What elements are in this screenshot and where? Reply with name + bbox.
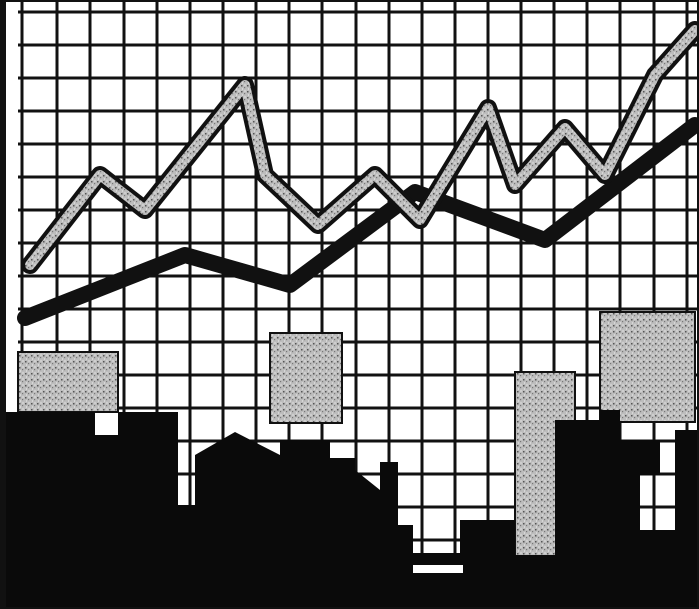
dark-line [17,117,699,326]
speckled-line [21,21,699,274]
